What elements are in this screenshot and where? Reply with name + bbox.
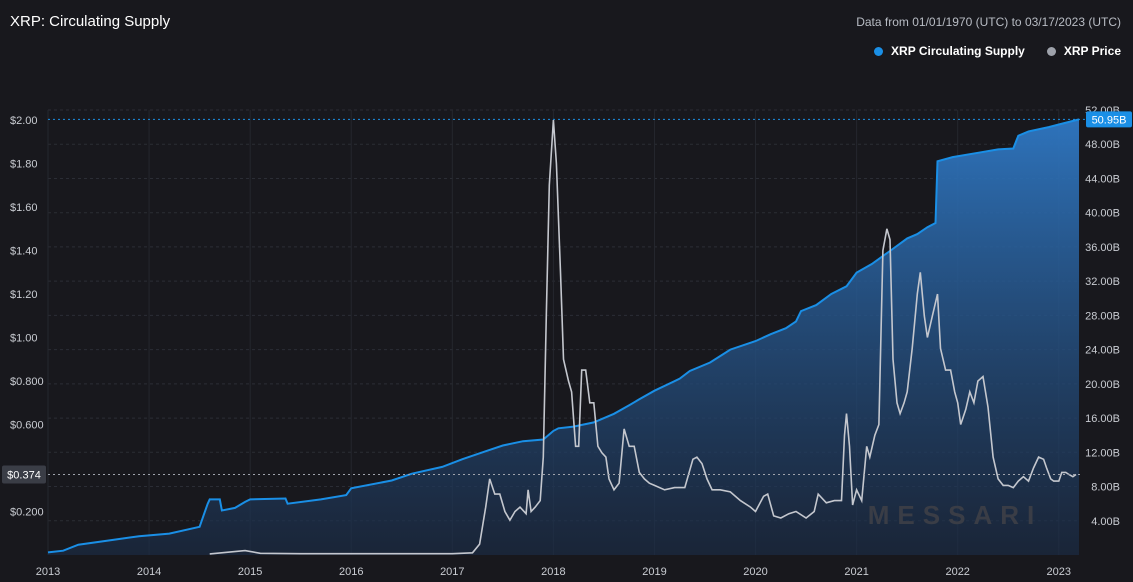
legend: XRP Circulating Supply XRP Price (874, 44, 1121, 58)
right-tick-label: 28.00B (1085, 310, 1120, 322)
legend-item-supply[interactable]: XRP Circulating Supply (874, 44, 1025, 58)
legend-label-price: XRP Price (1063, 44, 1121, 58)
right-tick-label: 48.00B (1085, 139, 1120, 151)
x-tick-label: 2016 (339, 566, 363, 578)
left-tick-label: $1.20 (10, 289, 38, 301)
left-tick-label: $1.40 (10, 246, 38, 258)
left-tick-label: $0.600 (10, 420, 44, 432)
x-tick-label: 2019 (642, 566, 666, 578)
watermark: MESSARI (868, 500, 1042, 530)
current-price-label: $0.374 (7, 470, 41, 482)
x-tick-label: 2014 (137, 566, 161, 578)
date-range: Data from 01/01/1970 (UTC) to 03/17/2023… (856, 15, 1121, 29)
right-tick-label: 4.00B (1091, 516, 1120, 528)
x-tick-label: 2013 (36, 566, 60, 578)
watermark-text: MESSARI (868, 500, 1042, 530)
area-layer (47, 118, 1080, 556)
price-dot-icon (1046, 46, 1056, 56)
right-tick-label: 16.00B (1085, 413, 1120, 425)
right-tick-label: 12.00B (1085, 447, 1120, 459)
chart-title: XRP: Circulating Supply (10, 13, 171, 30)
right-tick-label: 44.00B (1085, 173, 1120, 185)
right-tick-label: 40.00B (1085, 208, 1120, 220)
x-tick-label: 2018 (541, 566, 565, 578)
x-tick-label: 2020 (743, 566, 767, 578)
x-tick-label: 2022 (945, 566, 969, 578)
right-tick-label: 8.00B (1091, 482, 1120, 494)
current-markers: 50.95B $0.374 (2, 111, 1132, 484)
left-tick-label: $0.800 (10, 376, 44, 388)
supply-dot-icon (874, 46, 884, 56)
legend-label-supply: XRP Circulating Supply (891, 44, 1025, 58)
left-tick-label: $2.00 (10, 115, 38, 127)
left-tick-label: $1.00 (10, 333, 38, 345)
right-tick-label: 24.00B (1085, 345, 1120, 357)
right-tick-label: 36.00B (1085, 242, 1120, 254)
x-tick-label: 2017 (440, 566, 464, 578)
legend-item-price[interactable]: XRP Price (1046, 44, 1121, 58)
current-price-badge (2, 465, 46, 484)
x-tick-label: 2021 (844, 566, 868, 578)
x-tick-label: 2023 (1047, 566, 1071, 578)
supply-area-fill (48, 119, 1079, 556)
supply-line (47, 118, 1080, 554)
left-tick-label: $1.80 (10, 159, 38, 171)
right-tick-label: 20.00B (1085, 379, 1120, 391)
current-supply-badge (1086, 111, 1132, 128)
left-tick-label: $1.60 (10, 202, 38, 214)
right-tick-label: 32.00B (1085, 276, 1120, 288)
x-tick-label: 2015 (238, 566, 262, 578)
current-supply-label: 50.95B (1092, 114, 1127, 126)
price-line (209, 119, 1077, 555)
left-tick-label: $0.200 (10, 507, 44, 519)
